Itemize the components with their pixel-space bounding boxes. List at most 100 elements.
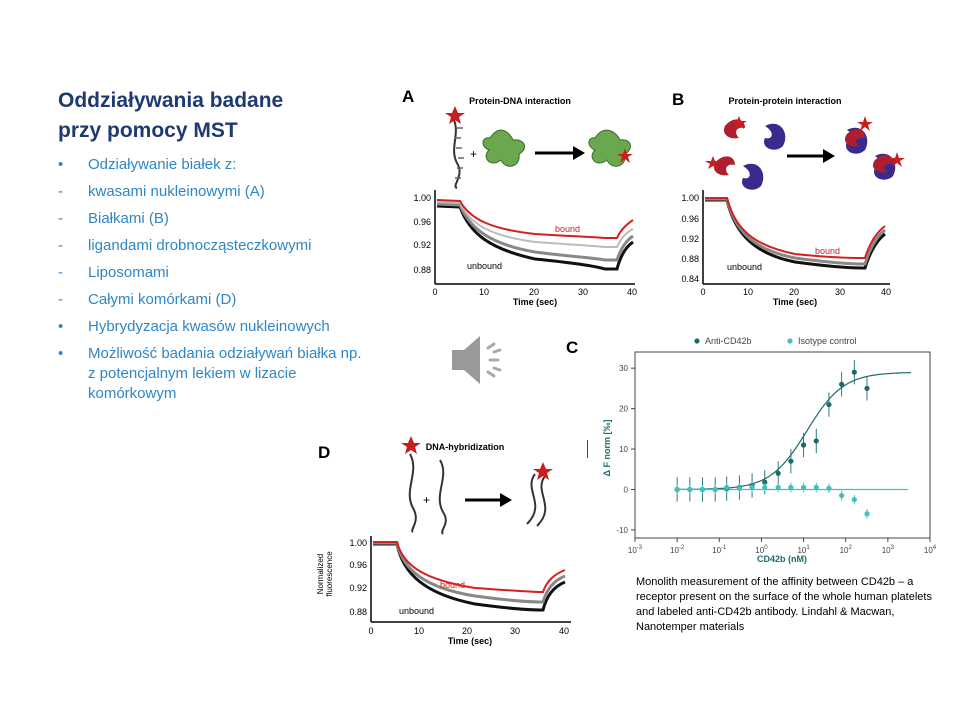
bullet-text: Białkami (B) xyxy=(88,210,169,227)
y-axis-label: Δ F norm [‰] xyxy=(602,420,612,477)
data-point-isotype xyxy=(687,486,693,493)
arrow-head-icon xyxy=(500,493,512,507)
y-tick-label: 0.96 xyxy=(681,214,699,224)
y-tick-label: 0.92 xyxy=(681,234,699,244)
bullet-marker: - xyxy=(58,291,63,308)
dna-strand-icon xyxy=(452,117,464,189)
x-tick-exponent: 0 xyxy=(764,545,768,551)
x-tick-label: 0 xyxy=(432,287,437,297)
speaker-icon[interactable] xyxy=(448,330,514,390)
bullet-text: Liposomami xyxy=(88,264,169,281)
panel-d-heading: DNA-hybridization xyxy=(426,442,505,452)
protein-icon xyxy=(764,123,786,150)
x-tick-label: 10-3 xyxy=(628,545,643,555)
x-tick-exponent: 3 xyxy=(891,545,895,551)
star-label-icon xyxy=(889,152,905,167)
x-axis-label: Time (sec) xyxy=(448,636,492,646)
legend-entry: Isotype control xyxy=(798,336,857,346)
y-tick-label: 30 xyxy=(619,364,628,373)
arrow-head-icon xyxy=(573,146,585,160)
bullet-text: Hybrydyzacja kwasów nukleinowych xyxy=(88,318,330,335)
data-point-anti-cd42b xyxy=(826,401,832,408)
data-point-anti-cd42b xyxy=(775,470,781,476)
complex-icon xyxy=(872,155,893,173)
x-tick-label: 30 xyxy=(510,626,520,636)
slide-title: Oddziaływania badane przy pomocy MST xyxy=(58,86,358,146)
x-tick-label: 104 xyxy=(924,545,937,555)
plus-icon: + xyxy=(470,147,477,161)
x-tick-exponent: -1 xyxy=(721,545,727,551)
data-point-isotype xyxy=(762,484,768,491)
data-point-isotype xyxy=(736,485,742,491)
data-point-isotype xyxy=(674,486,680,493)
y-tick-label: -10 xyxy=(616,526,628,535)
bullet-text: Odziaływanie białek z: xyxy=(88,156,237,173)
bound-label: bound xyxy=(440,580,465,590)
bullet-text: Możliwość badania odziaływań białka np. … xyxy=(88,345,362,402)
legend-marker xyxy=(694,338,700,344)
data-point-isotype xyxy=(800,484,807,491)
y-tick-label: 1.00 xyxy=(349,538,367,548)
x-tick-exponent: -3 xyxy=(637,545,643,551)
protein-icon xyxy=(713,156,735,176)
unbound-label: unbound xyxy=(467,261,502,271)
x-axis-label: CD42b (nM) xyxy=(757,554,807,564)
x-tick-label: 20 xyxy=(789,287,799,297)
panel-letter-c: C xyxy=(566,338,579,357)
bullet-marker: - xyxy=(58,237,63,254)
bullet-item: • Odziaływanie białek z: xyxy=(58,155,368,175)
bullet-marker: • xyxy=(58,345,64,362)
data-point-isotype xyxy=(749,484,755,491)
data-point-isotype xyxy=(699,486,706,493)
x-tick-label: 103 xyxy=(882,545,895,555)
complex-icon xyxy=(588,129,631,167)
x-tick-exponent: 2 xyxy=(848,545,852,551)
y-tick-label: 0.88 xyxy=(681,254,699,264)
data-point-isotype xyxy=(813,484,819,491)
bullet-text: ligandami drobnocząsteczkowymi xyxy=(88,237,312,254)
data-point-anti-cd42b xyxy=(762,479,768,485)
data-point-isotype xyxy=(724,484,730,491)
data-point-anti-cd42b xyxy=(788,458,794,464)
double-helix-icon xyxy=(526,473,537,525)
y-tick-label: 0 xyxy=(624,485,629,494)
complex-icon xyxy=(844,129,865,147)
data-point-anti-cd42b xyxy=(851,369,857,375)
x-tick-label: 10-2 xyxy=(670,545,685,555)
star-label-icon xyxy=(705,156,721,169)
panel-letter-b: B xyxy=(672,90,685,109)
x-tick-label: 40 xyxy=(627,287,637,297)
x-tick-label: 10 xyxy=(414,626,424,636)
plus-icon: + xyxy=(423,493,430,507)
x-tick-label: 10 xyxy=(479,287,489,297)
data-point-isotype xyxy=(775,484,781,491)
panel-d-figure: DNA-hybridization + Normalized fluoresce… xyxy=(316,436,571,646)
x-tick-label: 40 xyxy=(881,287,891,297)
bullet-item: - Całymi komórkami (D) xyxy=(58,290,368,310)
legend-marker xyxy=(787,338,793,344)
bullet-item: - kwasami nukleinowymi (A) xyxy=(58,182,368,202)
bound-label: bound xyxy=(815,246,840,256)
y-tick-label: 10 xyxy=(619,445,628,454)
x-tick-label: 0 xyxy=(368,626,373,636)
data-point-anti-cd42b xyxy=(800,442,807,448)
unbound-label: unbound xyxy=(727,262,762,272)
chart-legend: Anti-CD42b Isotype control xyxy=(694,336,857,346)
x-tick-label: 100 xyxy=(755,545,768,555)
x-axis-label: Time (sec) xyxy=(513,297,557,307)
x-tick-label: 101 xyxy=(797,545,810,555)
y-axis-label: fluorescence xyxy=(325,551,334,597)
fit-curve-anti-cd42b xyxy=(677,372,912,490)
panel-c-chart: Anti-CD42b Isotype control Δ F norm [‰] … xyxy=(602,336,937,564)
panel-letter-a: A xyxy=(402,87,415,106)
dna-strand-icon xyxy=(438,459,447,535)
bullet-item: • Hybrydyzacja kwasów nukleinowych xyxy=(58,317,368,337)
panel-b-heading: Protein-protein interaction xyxy=(728,96,841,106)
bullet-marker: - xyxy=(58,210,63,227)
x-tick-label: 10 xyxy=(743,287,753,297)
panel-letter-d: D xyxy=(318,443,331,462)
bullet-marker: - xyxy=(58,264,63,281)
bullet-list: • Odziaływanie białek z: - kwasami nuklein… xyxy=(58,155,368,411)
x-axis-label: Time (sec) xyxy=(773,297,817,307)
y-tick-label: 0.88 xyxy=(413,265,431,275)
